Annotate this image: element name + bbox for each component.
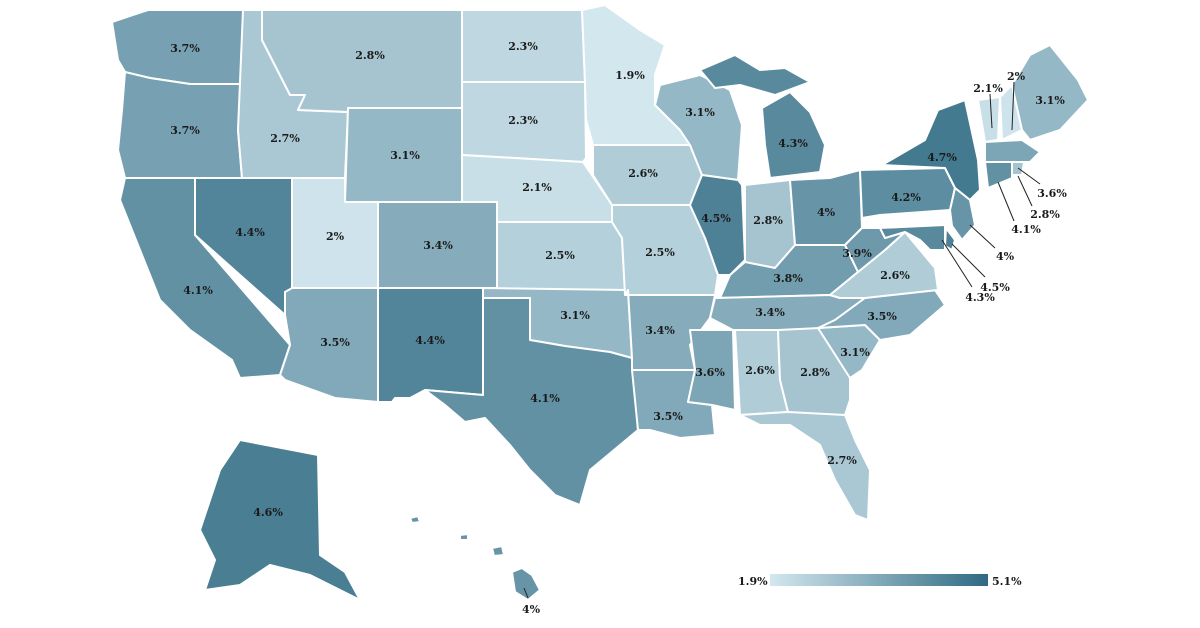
state-label-ny: 4.7% xyxy=(927,151,957,164)
legend-gradient-bar xyxy=(770,574,988,586)
state-label-va: 2.6% xyxy=(880,269,910,282)
leader-line-hi xyxy=(523,587,529,599)
leader-lines xyxy=(523,81,1041,599)
state-label-pa: 4.2% xyxy=(891,191,921,204)
state-label-sc: 3.1% xyxy=(840,346,870,359)
state-label-la: 3.5% xyxy=(653,410,683,423)
state-vt xyxy=(977,96,1001,143)
state-label-nj: 4% xyxy=(996,250,1015,263)
state-fl xyxy=(739,411,871,521)
state-label-wi: 3.1% xyxy=(685,106,715,119)
state-label-tn: 3.4% xyxy=(755,306,785,319)
leader-line-md xyxy=(941,239,973,288)
state-ak xyxy=(199,439,361,601)
state-label-mi: 4.3% xyxy=(778,137,808,150)
state-label-nd: 2.3% xyxy=(508,40,538,53)
state-sd xyxy=(461,81,587,163)
state-mi xyxy=(699,54,826,179)
state-label-nm: 4.4% xyxy=(415,334,445,347)
state-label-me: 3.1% xyxy=(1035,94,1065,107)
state-label-co: 3.4% xyxy=(423,239,453,252)
state-ma xyxy=(984,139,1041,163)
state-label-in: 2.8% xyxy=(753,214,783,227)
color-legend: 1.9% 5.1% xyxy=(738,574,1022,588)
state-label-ms: 3.6% xyxy=(695,366,725,379)
state-me xyxy=(1011,44,1089,141)
legend-min-label: 1.9% xyxy=(738,575,768,588)
state-label-mt: 2.8% xyxy=(355,49,385,62)
state-label-az: 3.5% xyxy=(320,336,350,349)
state-label-sd: 2.3% xyxy=(508,114,538,127)
state-label-de: 4.5% xyxy=(980,281,1010,294)
leader-line-nh xyxy=(1011,81,1015,131)
state-label-nv: 4.4% xyxy=(235,226,265,239)
state-hi xyxy=(409,515,541,601)
state-label-al: 2.6% xyxy=(745,364,775,377)
state-label-ca: 4.1% xyxy=(183,284,213,297)
state-label-nh: 2% xyxy=(1007,70,1026,83)
state-label-md: 4.3% xyxy=(965,291,995,304)
state-label-il: 4.5% xyxy=(701,212,731,225)
states-layer xyxy=(111,4,1089,601)
state-label-ar: 3.4% xyxy=(645,324,675,337)
state-label-nc: 3.5% xyxy=(867,310,897,323)
state-label-wv: 3.9% xyxy=(842,247,872,260)
state-label-ak: 4.6% xyxy=(253,506,283,519)
state-ct xyxy=(984,161,1013,189)
state-label-hi: 4% xyxy=(522,603,541,616)
state-label-ok: 3.1% xyxy=(560,309,590,322)
state-label-ia: 2.6% xyxy=(628,167,658,180)
state-label-ky: 3.8% xyxy=(773,272,803,285)
state-label-ks: 2.5% xyxy=(545,249,575,262)
state-label-id: 2.7% xyxy=(270,132,300,145)
state-label-mo: 2.5% xyxy=(645,246,675,259)
state-label-mn: 1.9% xyxy=(615,69,645,82)
state-ny xyxy=(881,99,981,201)
state-label-ut: 2% xyxy=(326,230,345,243)
state-label-ri: 2.8% xyxy=(1030,208,1060,221)
state-label-fl: 2.7% xyxy=(827,454,857,467)
state-ms xyxy=(687,329,736,411)
state-nj xyxy=(949,187,976,241)
state-label-ct: 4.1% xyxy=(1011,223,1041,236)
state-label-wy: 3.1% xyxy=(390,149,420,162)
leader-line-ri xyxy=(1017,175,1033,207)
state-label-tx: 4.1% xyxy=(530,392,560,405)
state-md xyxy=(879,224,946,251)
leader-line-ct xyxy=(997,181,1015,222)
leader-line-vt xyxy=(989,93,993,129)
state-tx xyxy=(424,297,639,506)
state-label-vt: 2.1% xyxy=(973,82,1003,95)
state-label-ma: 3.6% xyxy=(1037,187,1067,200)
leader-line-nj xyxy=(969,224,996,249)
state-label-ne: 2.1% xyxy=(522,181,552,194)
state-label-or: 3.7% xyxy=(170,124,200,137)
state-label-ga: 2.8% xyxy=(800,366,830,379)
legend-max-label: 5.1% xyxy=(992,575,1022,588)
state-label-oh: 4% xyxy=(817,206,836,219)
leader-line-ma xyxy=(1017,167,1041,185)
state-labels: 3.7% 3.7% 4.1% 2.7% 4.4% 2.8% 3.1% 2% 3.5% 3.4% 4.… xyxy=(170,40,1067,616)
leader-line-de xyxy=(951,243,986,278)
state-label-wa: 3.7% xyxy=(170,42,200,55)
